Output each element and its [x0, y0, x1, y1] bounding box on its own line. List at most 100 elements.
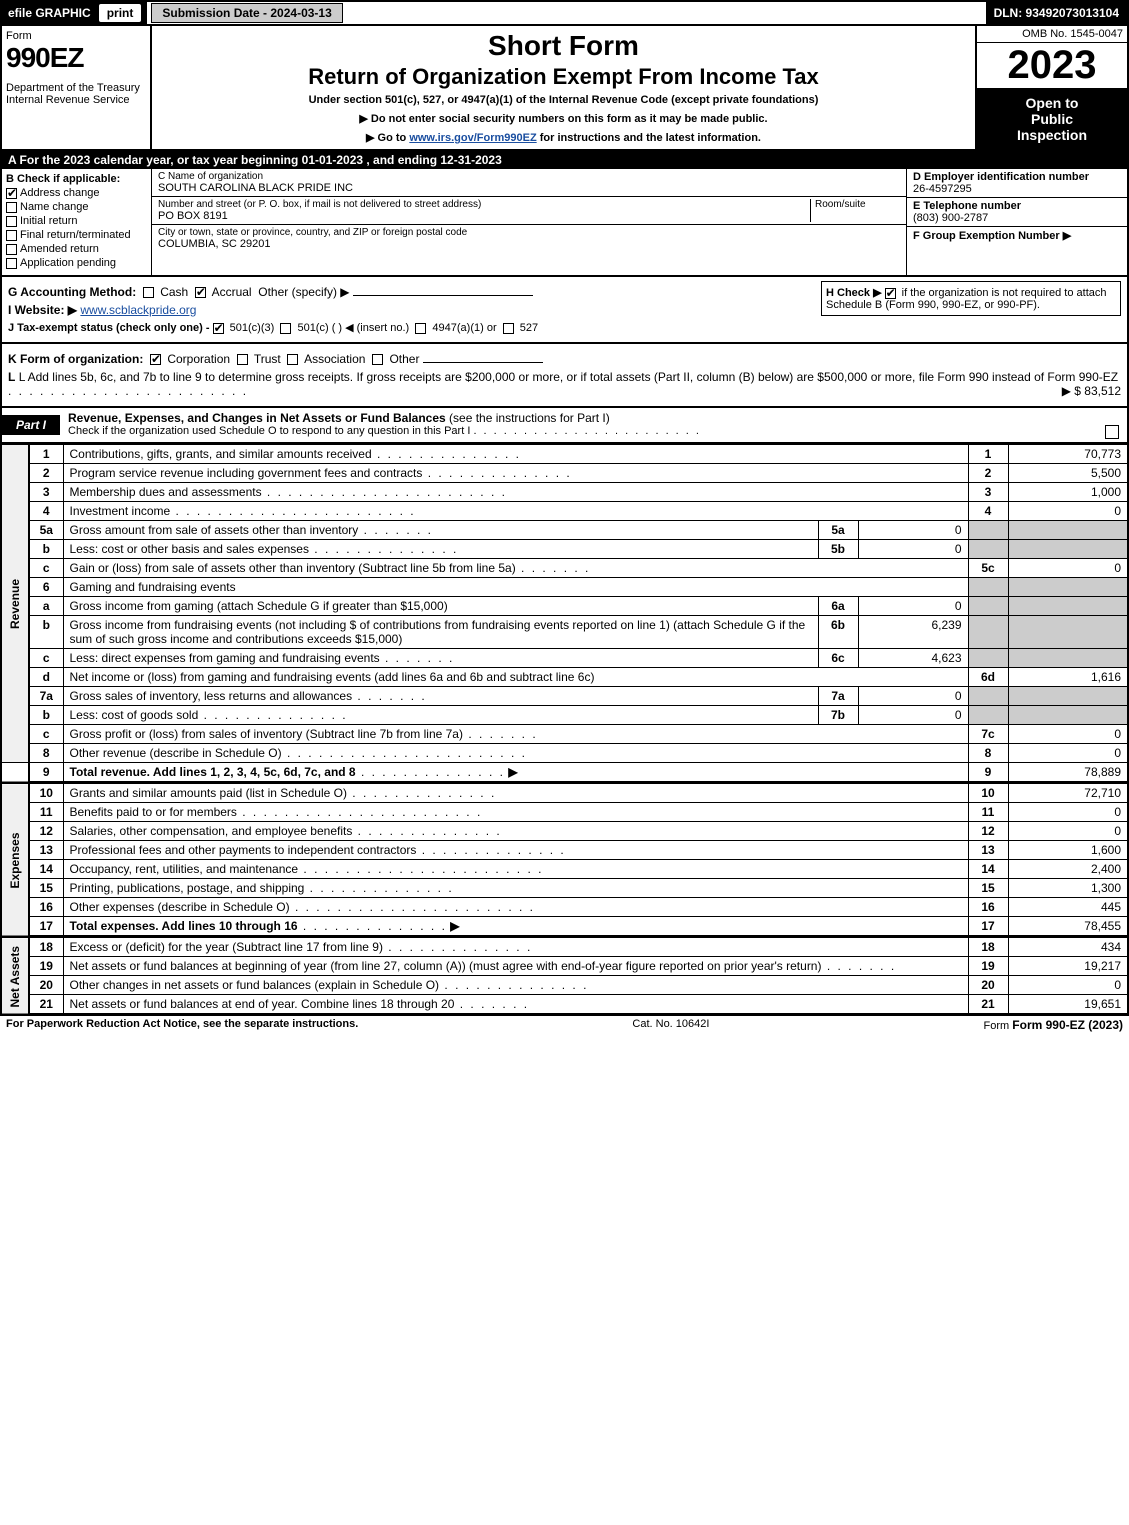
checkbox-icon: [6, 230, 17, 241]
row-8: 8 Other revenue (describe in Schedule O)…: [1, 744, 1128, 763]
i-label: I Website: ▶: [8, 303, 77, 317]
row-9: 9 Total revenue. Add lines 1, 2, 3, 4, 5…: [1, 763, 1128, 783]
org-address: PO BOX 8191: [158, 210, 810, 222]
k-trust: Trust: [254, 352, 281, 366]
checkbox-icon: [372, 354, 383, 365]
checkbox-icon: [6, 216, 17, 227]
k-corp: Corporation: [167, 352, 230, 366]
group-row: F Group Exemption Number ▶: [907, 227, 1127, 244]
ein-value: 26-4597295: [913, 183, 1121, 195]
line-k: K Form of organization: Corporation Trus…: [8, 352, 1121, 366]
form-subtitle: Return of Organization Exempt From Incom…: [160, 64, 967, 90]
top-bar: efile GRAPHIC print Submission Date - 20…: [0, 0, 1129, 26]
checkbox-icon: [143, 287, 154, 298]
inspect-line1: Open to: [981, 95, 1123, 111]
submission-date: Submission Date - 2024-03-13: [151, 3, 342, 23]
h-label: H Check ▶: [826, 287, 885, 299]
org-name: SOUTH CAROLINA BLACK PRIDE INC: [158, 182, 900, 194]
h-box: H Check ▶ if the organization is not req…: [821, 281, 1121, 316]
dln-label: DLN: 93492073013104: [986, 2, 1127, 24]
form-title: Short Form: [160, 30, 967, 62]
j-label: J Tax-exempt status (check only one) -: [8, 322, 213, 334]
part1-title-text: Revenue, Expenses, and Changes in Net As…: [68, 411, 446, 425]
row-7c: c Gross profit or (loss) from sales of i…: [1, 725, 1128, 744]
line-j: J Tax-exempt status (check only one) - 5…: [8, 321, 1121, 334]
row-12: 12 Salaries, other compensation, and emp…: [1, 822, 1128, 841]
form-word: Form: [6, 30, 146, 42]
row-16: 16 Other expenses (describe in Schedule …: [1, 898, 1128, 917]
row-19: 19 Net assets or fund balances at beginn…: [1, 957, 1128, 976]
checkbox-icon: [6, 258, 17, 269]
tel-label: E Telephone number: [913, 200, 1121, 212]
cb-name-change[interactable]: Name change: [6, 201, 147, 213]
header-center: Short Form Return of Organization Exempt…: [152, 26, 977, 149]
addr-label: Number and street (or P. O. box, if mail…: [158, 199, 810, 210]
checkbox-icon: [237, 354, 248, 365]
footer-right: Form Form 990-EZ (2023): [984, 1018, 1123, 1032]
desc: Contributions, gifts, grants, and simila…: [63, 445, 968, 464]
ein-label: D Employer identification number: [913, 171, 1121, 183]
dots: [473, 425, 701, 437]
form-header: Form 990EZ Department of the Treasury In…: [0, 26, 1129, 151]
check-box-icon[interactable]: [1105, 425, 1119, 439]
goto-pre: ▶ Go to: [366, 132, 409, 144]
numcol: 1: [968, 445, 1008, 464]
l-value: ▶ $ 83,512: [1062, 384, 1121, 398]
footer-left: For Paperwork Reduction Act Notice, see …: [6, 1018, 358, 1032]
addr-row: Number and street (or P. O. box, if mail…: [152, 197, 906, 225]
website-link[interactable]: www.scblackpride.org: [80, 303, 196, 317]
dots: [8, 384, 248, 398]
cb-final-return[interactable]: Final return/terminated: [6, 229, 147, 241]
expenses-side-label: Expenses: [1, 784, 29, 937]
net-assets-side-label: Net Assets: [1, 938, 29, 1015]
irs-link[interactable]: www.irs.gov/Form990EZ: [409, 132, 536, 144]
row-5b: b Less: cost or other basis and sales ex…: [1, 540, 1128, 559]
org-city: COLUMBIA, SC 29201: [158, 238, 900, 250]
room-label: Room/suite: [815, 199, 900, 210]
goto-post: for instructions and the latest informat…: [537, 132, 761, 144]
section-a-bar: A For the 2023 calendar year, or tax yea…: [0, 151, 1129, 169]
revenue-table: Revenue 1 Contributions, gifts, grants, …: [0, 444, 1129, 783]
row-7b: b Less: cost of goods sold 7b 0: [1, 706, 1128, 725]
efile-label: efile GRAPHIC: [8, 6, 91, 20]
row-6b: b Gross income from fundraising events (…: [1, 616, 1128, 649]
inspection-box: Open to Public Inspection: [977, 89, 1127, 149]
header-left: Form 990EZ Department of the Treasury In…: [2, 26, 152, 149]
revenue-side-label: Revenue: [1, 445, 29, 763]
cb-initial-return[interactable]: Initial return: [6, 215, 147, 227]
j-501c: 501(c) ( ) ◀ (insert no.): [297, 322, 409, 334]
net-assets-table: Net Assets 18 Excess or (deficit) for th…: [0, 937, 1129, 1015]
j-501c3: 501(c)(3): [230, 322, 275, 334]
row-7a: 7a Gross sales of inventory, less return…: [1, 687, 1128, 706]
row-6: 6 Gaming and fundraising events: [1, 578, 1128, 597]
l-text: L Add lines 5b, 6c, and 7b to line 9 to …: [19, 370, 1118, 384]
checkbox-icon: [280, 323, 291, 334]
cb-address-change[interactable]: Address change: [6, 187, 147, 199]
checkbox-icon: [6, 244, 17, 255]
print-button[interactable]: print: [99, 4, 142, 22]
cb-application-pending[interactable]: Application pending: [6, 257, 147, 269]
row-5c: c Gain or (loss) from sale of assets oth…: [1, 559, 1128, 578]
city-label: City or town, state or province, country…: [158, 227, 900, 238]
cb-amended-return[interactable]: Amended return: [6, 243, 147, 255]
k-other: Other: [389, 352, 419, 366]
ln: 1: [29, 445, 63, 464]
checkbox-icon: [195, 287, 206, 298]
row-10: Expenses 10 Grants and similar amounts p…: [1, 784, 1128, 803]
checkbox-icon: [6, 188, 17, 199]
col-c: C Name of organization SOUTH CAROLINA BL…: [152, 169, 907, 275]
checkbox-icon: [885, 288, 896, 299]
g-accrual: Accrual: [212, 285, 252, 299]
k-assoc: Association: [304, 352, 365, 366]
goto-note: ▶ Go to www.irs.gov/Form990EZ for instru…: [160, 131, 967, 144]
org-name-row: C Name of organization SOUTH CAROLINA BL…: [152, 169, 906, 197]
group-label: F Group Exemption Number ▶: [913, 229, 1121, 242]
part1-subtitle: (see the instructions for Part I): [449, 411, 610, 425]
part1-tab: Part I: [2, 415, 60, 435]
checkbox-icon: [213, 323, 224, 334]
g-cash: Cash: [160, 285, 188, 299]
inspect-line2: Public: [981, 111, 1123, 127]
col-b-label: B Check if applicable:: [6, 173, 147, 185]
row-17: 17 Total expenses. Add lines 10 through …: [1, 917, 1128, 937]
row-1: Revenue 1 Contributions, gifts, grants, …: [1, 445, 1128, 464]
